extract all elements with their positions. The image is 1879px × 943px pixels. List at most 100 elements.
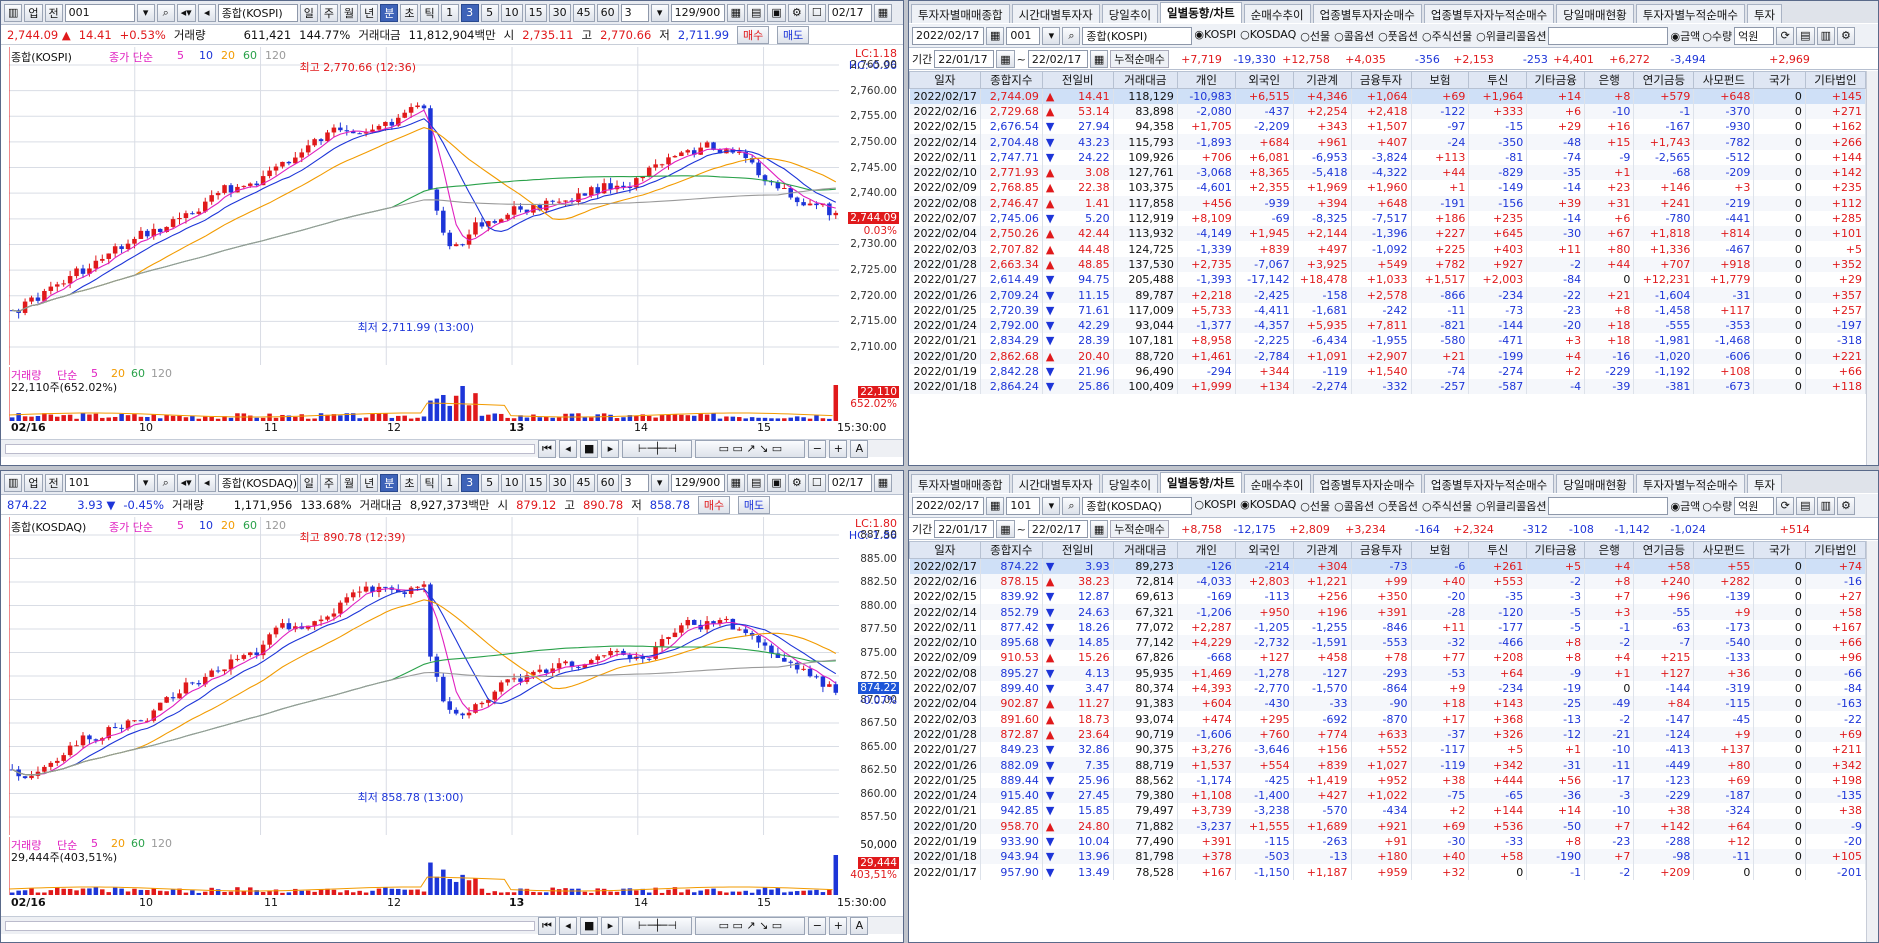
market-radio-0[interactable]: ○KOSPI <box>1194 497 1237 511</box>
search-icon[interactable]: ⌕ <box>156 3 175 22</box>
minute-30[interactable]: 30 <box>548 473 571 492</box>
period-year[interactable]: 년 <box>360 473 379 492</box>
start-date[interactable]: 22/01/17 <box>934 520 995 538</box>
code-input[interactable]: 001 <box>1006 26 1041 45</box>
table-row[interactable]: 2022/02/09 910.53 ▲ 15.26 67,826 -668 +127 +458… <box>909 650 1866 666</box>
table-row[interactable]: 2022/01/17 957.90 ▼ 13.49 78,528 +167 -1,150 +1… <box>909 864 1866 880</box>
zoom-in-icon[interactable]: + <box>829 916 848 935</box>
checkbox-icon[interactable]: ☐ <box>807 473 826 492</box>
interval-dropdown-icon[interactable]: ▾ <box>650 3 669 22</box>
table-row[interactable]: 2022/01/27 849.23 ▼ 32.86 90,375 +3,276 -3,646… <box>909 742 1866 758</box>
calendar-icon[interactable]: ▦ <box>986 26 1005 45</box>
table-icon[interactable]: ▤ <box>1796 26 1815 45</box>
interval-dropdown-icon[interactable]: ▾ <box>650 473 669 492</box>
market-radio-1[interactable]: ◉KOSDAQ <box>1240 497 1297 511</box>
count-field[interactable]: 129/900 <box>670 473 725 492</box>
table-row[interactable]: 2022/01/28 2,663.34 ▲ 48.85 137,530 +2,735 -7,… <box>909 256 1866 273</box>
unit-radio-qty[interactable]: ○수량 <box>1702 29 1733 43</box>
speaker-icon[interactable]: ◂▾ <box>176 473 196 492</box>
unit-dropdown[interactable]: 억원 <box>1734 496 1775 515</box>
minute-1[interactable]: 1 <box>440 473 459 492</box>
table-row[interactable]: 2022/02/15 839.92 ▼ 12.87 69,613 -169 -113 +256… <box>909 589 1866 605</box>
col-header-10[interactable]: 기타금융 <box>1526 71 1586 89</box>
calendar-icon[interactable]: ▦ <box>986 496 1005 515</box>
col-header-8[interactable]: 보험 <box>1410 71 1470 89</box>
tab-5[interactable]: 업종별투자자순매수 <box>1312 474 1422 493</box>
table-row[interactable]: 2022/02/16 2,729.68 ▲ 53.14 83,898 -2,080 -437… <box>909 103 1866 120</box>
minute-15[interactable]: 15 <box>524 473 547 492</box>
table-row[interactable]: 2022/02/03 2,707.82 ▲ 44.48 124,725 -1,339 +83… <box>909 241 1866 257</box>
col-header-2[interactable]: 전일비 <box>1041 541 1114 559</box>
grid-icon[interactable]: ▦ <box>726 3 745 22</box>
calendar-icon[interactable]: ▦ <box>1089 50 1109 68</box>
save-icon[interactable]: ▣ <box>767 473 786 492</box>
search-icon[interactable]: ⌕ <box>1062 496 1081 515</box>
col-header-7[interactable]: 금융투자 <box>1350 71 1412 89</box>
chart-scrollbar[interactable]: ⏮ ◂ ■ ▸ ⊢─┼─⊣ ▭ ▭ ↗ ↘ ▭ − + A <box>1 916 903 935</box>
col-header-9[interactable]: 투신 <box>1468 71 1528 89</box>
tab-8[interactable]: 투자자별누적순매수 <box>1635 474 1745 493</box>
gear-icon[interactable]: ⚙ <box>1836 26 1855 45</box>
col-header-14[interactable]: 국가 <box>1753 71 1806 89</box>
col-header-6[interactable]: 기관계 <box>1292 541 1352 559</box>
table-row[interactable]: 2022/02/10 2,771.93 ▲ 3.08 127,761 -3,068 +8,3… <box>909 164 1866 181</box>
play-icon[interactable]: ▸ <box>601 916 620 935</box>
calendar-icon[interactable]: ▦ <box>1089 520 1109 538</box>
table-icon[interactable]: ▤ <box>1796 496 1815 515</box>
zoom-out-icon[interactable]: − <box>808 439 827 458</box>
table-row[interactable]: 2022/02/16 878.15 ▲ 38.23 72,814 -4,033 +2,803… <box>909 573 1866 590</box>
table-scrollbar[interactable] <box>1866 541 1878 942</box>
period-second[interactable]: 초 <box>400 473 419 492</box>
date-field[interactable]: 02/17 <box>827 473 872 492</box>
kospi-volume-chart[interactable]: 거래량 단순 5 20 60 120 22,110주(652.02%) 22,110 652.0… <box>8 367 899 421</box>
minute-45[interactable]: 45 <box>572 473 595 492</box>
lock-icon[interactable]: ▤ <box>746 473 766 492</box>
kospi-candle-chart[interactable]: 종합(KOSPI) 종가 단순 5 10 20 60 120 LC:1.18 HC:-0.96 최… <box>8 47 899 365</box>
table-row[interactable]: 2022/02/15 2,676.54 ▼ 27.94 94,358 +1,705 -2,2… <box>909 119 1866 135</box>
market-radio-5[interactable]: ○주식선물 <box>1422 499 1473 513</box>
checkbox-icon[interactable]: ☐ <box>807 3 826 22</box>
code-dropdown-icon[interactable]: ▾ <box>1042 496 1061 515</box>
search-icon[interactable]: ⌕ <box>1062 26 1081 45</box>
col-header-0[interactable]: 일자 <box>909 541 981 559</box>
chart-icon[interactable]: ▥ <box>1816 26 1835 45</box>
count-field[interactable]: 129/900 <box>670 3 725 22</box>
prev-icon[interactable]: ◂ <box>197 3 216 22</box>
sell-button[interactable]: 매도 <box>738 495 771 514</box>
stop-icon[interactable]: ■ <box>580 916 599 935</box>
col-header-3[interactable]: 거래대금 <box>1112 541 1178 559</box>
tab-5[interactable]: 업종별투자자순매수 <box>1312 4 1422 23</box>
market-radio-4[interactable]: ○풋옵션 <box>1378 29 1419 43</box>
code-input[interactable]: 101 <box>1006 496 1041 515</box>
market-radio-0[interactable]: ◉KOSPI <box>1194 27 1237 41</box>
minute-1[interactable]: 1 <box>440 3 459 22</box>
market-radio-3[interactable]: ○콜옵션 <box>1334 29 1375 43</box>
back-icon[interactable]: ◂ <box>559 916 577 935</box>
gear-icon[interactable]: ⚙ <box>787 473 806 492</box>
table-row[interactable]: 2022/02/03 891.60 ▲ 18.73 93,074 +474 +295 -692… <box>909 711 1866 727</box>
calendar-icon[interactable]: ▦ <box>996 50 1015 68</box>
table-row[interactable]: 2022/01/25 889.44 ▼ 25.96 88,562 -1,174 -425 +1… <box>909 772 1866 788</box>
market-radio-2[interactable]: ○선물 <box>1300 29 1331 43</box>
date-field[interactable]: 02/17 <box>827 3 872 22</box>
tools-icon[interactable]: ▭ ▭ ↗ ↘ ▭ <box>695 439 806 458</box>
table-row[interactable]: 2022/01/18 943.94 ▼ 13.96 81,798 +378 -503 -13 +… <box>909 849 1866 865</box>
tab-1[interactable]: 시간대별투자자 <box>1011 4 1100 23</box>
calendar-icon[interactable]: ▦ <box>996 520 1015 538</box>
calendar-icon[interactable]: ▦ <box>873 3 893 22</box>
zoom-in-icon[interactable]: + <box>829 439 848 458</box>
minute-5[interactable]: 5 <box>480 3 499 22</box>
table-row[interactable]: 2022/01/21 2,834.29 ▼ 28.39 107,181 +8,958 -2,… <box>909 333 1866 349</box>
table-row[interactable]: 2022/02/09 2,768.85 ▲ 22.38 103,375 -4,601 +2,… <box>909 180 1866 196</box>
market-radio-1[interactable]: ○KOSDAQ <box>1240 27 1297 41</box>
code-dropdown-icon[interactable]: ▾ <box>136 473 155 492</box>
table-row[interactable]: 2022/01/24 915.40 ▼ 27.45 79,380 +1,108 -1,400… <box>909 787 1866 804</box>
code-input[interactable]: 101 <box>64 473 135 492</box>
interval-input[interactable]: 3 <box>620 3 649 22</box>
col-header-4[interactable]: 개인 <box>1176 71 1236 89</box>
col-header-6[interactable]: 기관계 <box>1292 71 1352 89</box>
minute-45[interactable]: 45 <box>572 3 595 22</box>
chart-type-icon[interactable]: ▥ <box>4 473 23 492</box>
period-day[interactable]: 일 <box>299 473 318 492</box>
table-row[interactable]: 2022/01/20 2,862.68 ▲ 20.40 88,720 +1,461 -2,7… <box>909 348 1866 364</box>
